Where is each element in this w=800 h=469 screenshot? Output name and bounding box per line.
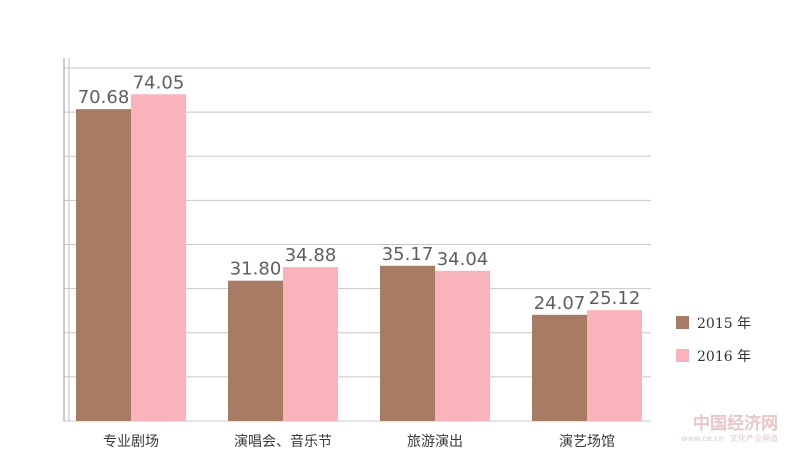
data-label: 31.80	[230, 259, 282, 280]
bar-series2	[587, 310, 642, 421]
watermark-url: www.ce.cn	[681, 434, 724, 443]
legend-swatch	[676, 349, 689, 362]
watermark-channel: 文化产业频道	[730, 434, 778, 443]
watermark-subtitle: www.ce.cn 文化产业频道	[675, 434, 778, 444]
category-label: 旅游演出	[407, 434, 463, 450]
category-label: 专业剧场	[103, 434, 159, 450]
data-label: 74.05	[133, 72, 185, 93]
legend: 2015 年 2016 年	[676, 316, 751, 365]
bar-series1	[228, 280, 283, 421]
category-labels: 专业剧场 演唱会、音乐节 旅游演出 演艺场馆	[103, 433, 615, 450]
data-label: 34.04	[437, 249, 489, 270]
bar-series1	[380, 265, 435, 421]
category-label: 演艺场馆	[559, 434, 615, 450]
legend-swatch	[676, 316, 689, 329]
bar-series2	[283, 267, 338, 421]
bar-series2	[435, 270, 490, 421]
watermark-logo-text: 中国经济网	[693, 414, 778, 434]
category-label: 演唱会、音乐节	[234, 433, 332, 450]
bars	[76, 94, 642, 422]
legend-label: 2015 年	[697, 316, 751, 332]
bar-series1	[76, 109, 131, 421]
bar-series1	[532, 314, 587, 421]
data-label: 25.12	[589, 288, 641, 309]
data-label: 70.68	[78, 87, 130, 108]
data-label: 35.17	[382, 244, 434, 265]
data-label: 24.07	[534, 293, 586, 314]
bar-series2	[131, 94, 186, 422]
data-label: 34.88	[285, 245, 337, 266]
watermark: 中国经济网 www.ce.cn 文化产业频道	[675, 414, 778, 444]
legend-label: 2016 年	[697, 349, 751, 365]
